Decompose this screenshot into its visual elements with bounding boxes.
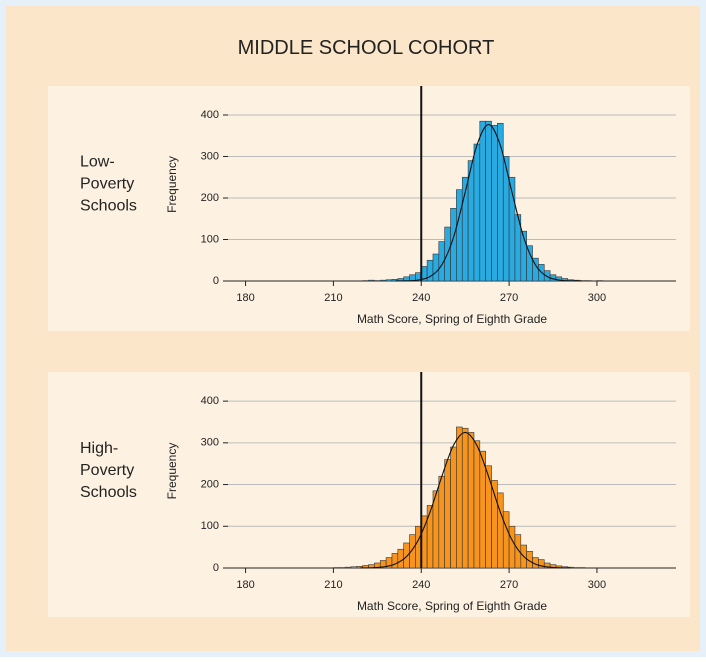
y-tick-label: 400 — [201, 395, 219, 407]
y-tick-label: 400 — [201, 109, 219, 121]
x-tick-label: 240 — [412, 579, 430, 591]
bar — [480, 451, 486, 568]
bar — [398, 549, 404, 568]
x-tick-label: 300 — [588, 292, 606, 304]
bar — [410, 535, 416, 568]
x-tick-label: 210 — [324, 292, 342, 304]
bar — [345, 567, 351, 568]
bar — [486, 121, 492, 281]
y-tick-label: 200 — [201, 192, 219, 204]
bar — [404, 543, 410, 568]
panel-label: Poverty — [80, 176, 134, 193]
bar — [445, 460, 451, 568]
y-tick-label: 100 — [201, 520, 219, 532]
bar — [433, 254, 439, 281]
bar — [351, 567, 357, 568]
bar — [474, 441, 480, 568]
y-axis-label: Frequency — [165, 156, 179, 213]
x-tick-label: 300 — [588, 579, 606, 591]
bar — [503, 512, 509, 568]
y-tick-label: 200 — [201, 478, 219, 490]
y-tick-label: 0 — [213, 275, 219, 287]
bar — [480, 121, 486, 281]
bar — [509, 526, 515, 568]
bar — [527, 246, 533, 281]
x-tick-label: 270 — [500, 579, 518, 591]
y-tick-label: 300 — [201, 150, 219, 162]
y-axis-label: Frequency — [165, 443, 179, 500]
x-tick-label: 180 — [236, 579, 254, 591]
panel-label: Poverty — [80, 462, 134, 479]
bar — [492, 125, 498, 281]
page-title: MIDDLE SCHOOL COHORT — [238, 37, 495, 59]
bar — [497, 493, 503, 568]
panel-label: Schools — [80, 484, 137, 501]
x-tick-label: 210 — [324, 579, 342, 591]
x-tick-label: 180 — [236, 292, 254, 304]
bar — [386, 280, 392, 281]
bar — [427, 505, 433, 568]
x-tick-label: 240 — [412, 292, 430, 304]
y-tick-label: 100 — [201, 233, 219, 245]
bar — [380, 280, 386, 281]
bar — [544, 271, 550, 281]
bar — [515, 535, 521, 568]
x-axis-label: Math Score, Spring of Eighth Grade — [357, 312, 547, 326]
panel-label: Schools — [80, 198, 137, 215]
panel-label: Low- — [80, 154, 115, 171]
y-tick-label: 0 — [213, 562, 219, 574]
bar — [456, 190, 462, 281]
bar — [462, 428, 468, 568]
bar — [392, 553, 398, 568]
bar — [474, 144, 480, 281]
bar — [369, 280, 375, 281]
bar — [468, 432, 474, 568]
bar — [456, 427, 462, 568]
x-tick-label: 270 — [500, 292, 518, 304]
x-axis-label: Math Score, Spring of Eighth Grade — [357, 599, 547, 613]
panel-label: High- — [80, 440, 118, 457]
y-tick-label: 300 — [201, 437, 219, 449]
bar — [439, 476, 445, 568]
bar — [451, 447, 457, 568]
